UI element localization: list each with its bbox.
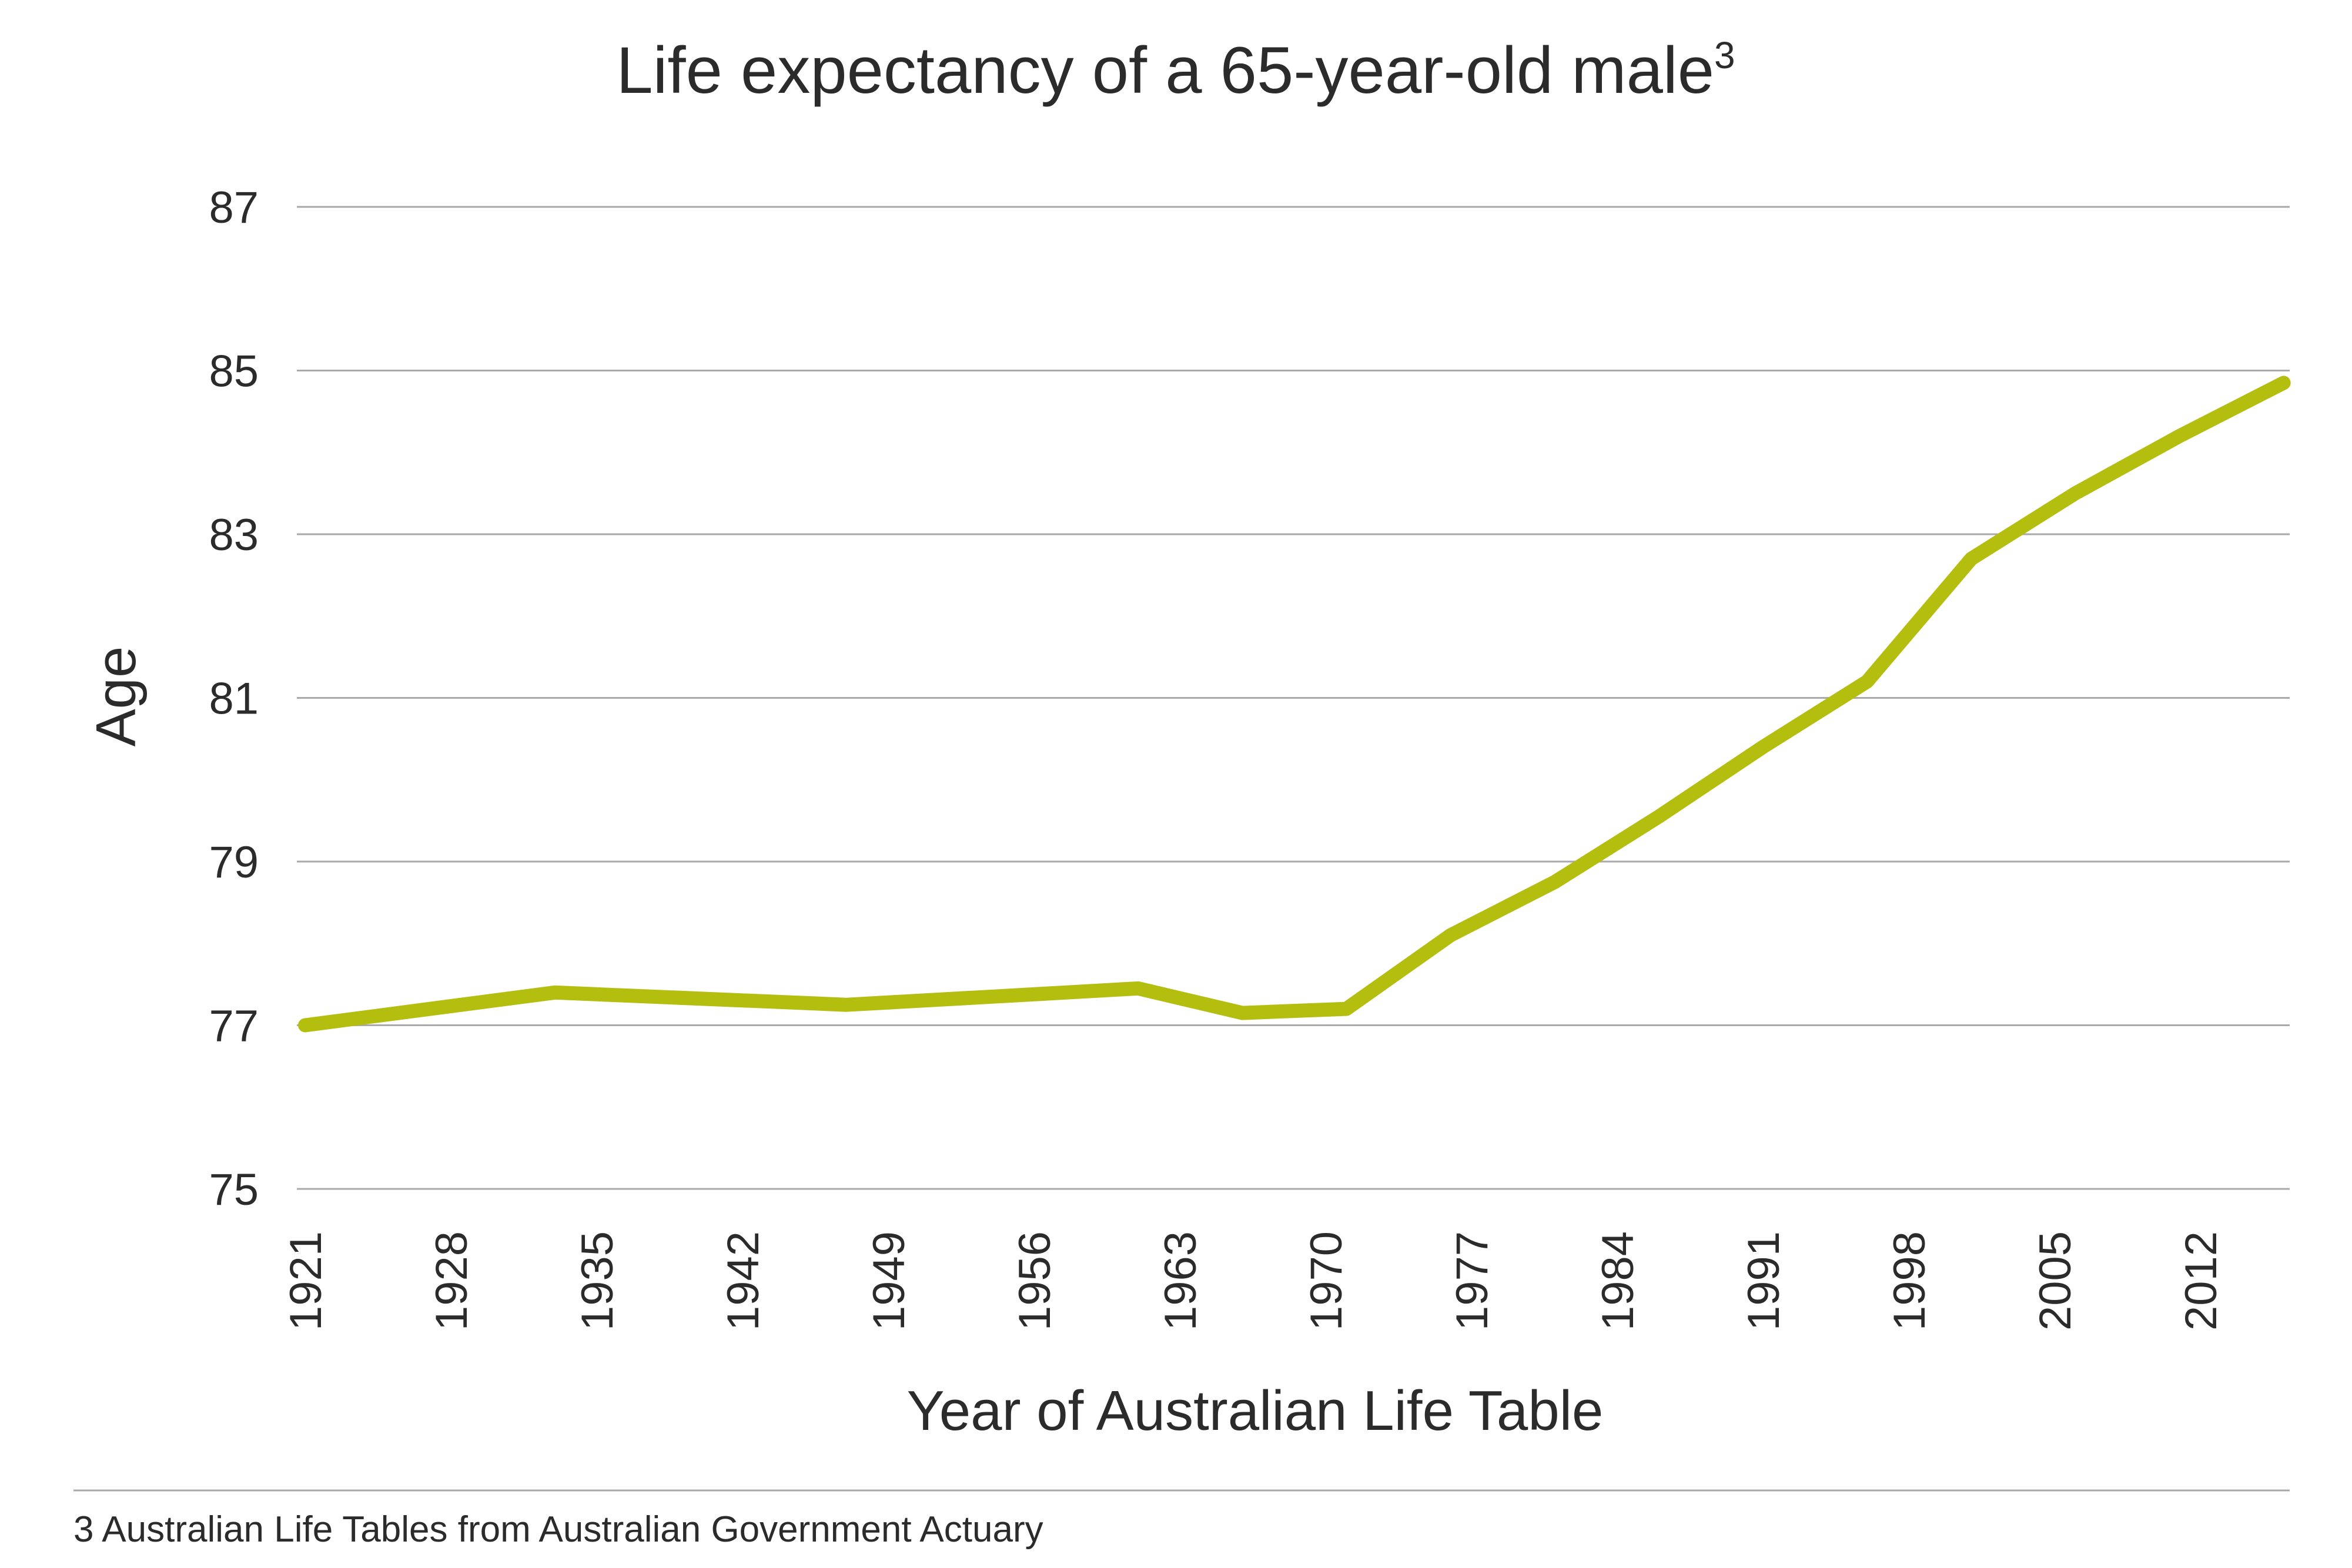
x-tick-label: 1970 (1302, 1231, 1351, 1331)
y-tick-label: 75 (209, 1165, 259, 1215)
y-tick-label: 77 (209, 1001, 259, 1051)
x-tick-label: 1928 (427, 1231, 477, 1331)
y-tick-label: 87 (209, 183, 259, 233)
y-tick-label: 85 (209, 347, 259, 397)
y-tick-label: 79 (209, 837, 259, 887)
footnote: 3 Australian Life Tables from Australian… (73, 1509, 1043, 1550)
x-tick-label: 1998 (1885, 1231, 1935, 1331)
series (298, 376, 2291, 1033)
chart-title-superscript: 3 (1714, 34, 1735, 76)
gridlines (297, 206, 2290, 1190)
x-tick-label: 1984 (1593, 1231, 1643, 1331)
x-tick-label: 1956 (1010, 1231, 1060, 1331)
x-axis-label: Year of Australian Life Table (907, 1379, 1604, 1442)
x-tick-label: 1942 (718, 1231, 768, 1331)
x-tick-label: 1977 (1447, 1231, 1497, 1331)
x-tick-label: 1935 (573, 1231, 623, 1331)
y-tick-label: 83 (209, 510, 259, 560)
y-axis-ticks: 75 77 79 81 83 85 87 (209, 183, 259, 1215)
y-axis-label: Age (85, 646, 148, 747)
chart-title-main: Life expectancy of a 65-year-old male (616, 33, 1714, 107)
x-tick-label: 2005 (2030, 1231, 2080, 1331)
x-tick-label: 1963 (1156, 1231, 1206, 1331)
series-line-0 (298, 376, 2291, 1033)
x-tick-label: 2012 (2176, 1231, 2226, 1331)
y-tick-label: 81 (209, 674, 259, 724)
x-tick-label: 1991 (1739, 1231, 1789, 1331)
chart-title: Life expectancy of a 65-year-old male3 (616, 33, 1735, 107)
x-tick-label: 1921 (281, 1231, 331, 1331)
x-tick-label: 1949 (864, 1231, 914, 1331)
x-axis-ticks: 1921 1928 1935 1942 1949 1956 1963 1970 1977 1984… (281, 1231, 2226, 1331)
